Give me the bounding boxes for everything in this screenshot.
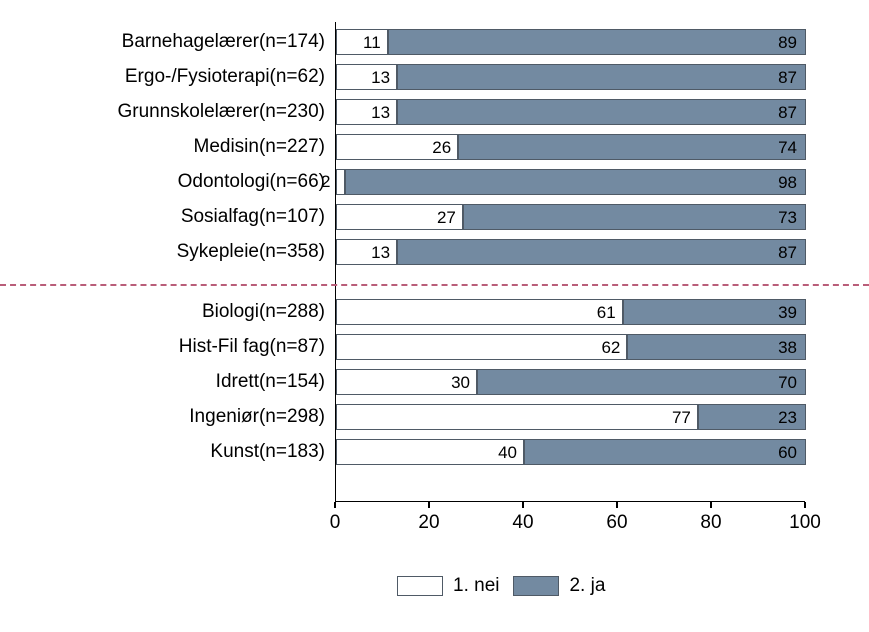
bar-value-ja: 87: [778, 104, 797, 121]
x-tick-label: 60: [606, 512, 627, 534]
bar-row: 98: [336, 169, 806, 195]
bar-value-nei: 13: [371, 104, 390, 121]
category-label: Biologi(n=288): [202, 301, 325, 323]
category-label: Idrett(n=154): [216, 371, 325, 393]
bar-segment-ja: 60: [524, 439, 806, 465]
category-label: Grunnskolelærer(n=230): [117, 101, 325, 123]
legend-label-ja: 2. ja: [569, 575, 605, 597]
bar-segment-nei: 61: [336, 299, 623, 325]
bar-value-nei: 2: [321, 173, 330, 190]
bar-segment-nei: 77: [336, 404, 698, 430]
bar-segment-ja: 74: [458, 134, 806, 160]
bar-value-ja: 23: [778, 409, 797, 426]
bar-segment-ja: 23: [698, 404, 806, 430]
bar-segment-nei: 26: [336, 134, 458, 160]
legend-label-nei: 1. nei: [453, 575, 499, 597]
x-tick-mark: [804, 502, 806, 508]
bar-value-nei: 26: [432, 139, 451, 156]
bar-row: 61 39: [336, 299, 806, 325]
legend-swatch-nei: [397, 576, 443, 596]
bar-segment-nei: 13: [336, 64, 397, 90]
category-label: Ergo-/Fysioterapi(n=62): [125, 66, 325, 88]
category-label: Sykepleie(n=358): [177, 241, 325, 263]
bar-value-ja: 39: [778, 304, 797, 321]
bar-segment-nei: [336, 169, 345, 195]
bar-value-ja: 87: [778, 69, 797, 86]
category-label: Ingeniør(n=298): [189, 406, 325, 428]
bar-value-ja: 98: [778, 174, 797, 191]
bar-segment-ja: 87: [397, 239, 806, 265]
bar-segment-ja: 87: [397, 99, 806, 125]
bar-value-nei: 61: [597, 304, 616, 321]
bar-value-nei: 77: [672, 409, 691, 426]
bar-segment-ja: 87: [397, 64, 806, 90]
bar-segment-ja: 39: [623, 299, 806, 325]
legend-swatch-ja: [513, 576, 559, 596]
legend: 1. nei 2. ja: [390, 570, 612, 602]
bar-value-nei: 62: [601, 339, 620, 356]
bar-segment-nei: 11: [336, 29, 388, 55]
plot-area: 11 89 13 87 13 87 26 74 98 27 73 13 87 61 39 62 38 30 70 77…: [335, 22, 805, 502]
bar-row: 77 23: [336, 404, 806, 430]
legend-item-ja: 2. ja: [513, 575, 605, 597]
bar-segment-ja: 38: [627, 334, 806, 360]
bar-value-ja: 70: [778, 374, 797, 391]
bar-value-nei: 13: [371, 69, 390, 86]
category-label: Odontologi(n=66): [178, 171, 325, 193]
x-tick-mark: [334, 502, 336, 508]
category-label: Barnehagelærer(n=174): [122, 31, 325, 53]
bar-row: 27 73: [336, 204, 806, 230]
x-tick-label: 80: [700, 512, 721, 534]
x-tick-label: 40: [512, 512, 533, 534]
category-label: Kunst(n=183): [210, 441, 325, 463]
x-tick-label: 100: [789, 512, 821, 534]
bar-row: 62 38: [336, 334, 806, 360]
bar-value-nei: 30: [451, 374, 470, 391]
bar-row: 13 87: [336, 99, 806, 125]
x-tick-mark: [710, 502, 712, 508]
bar-row: 40 60: [336, 439, 806, 465]
bar-value-nei: 27: [437, 209, 456, 226]
bar-segment-nei: 27: [336, 204, 463, 230]
bar-value-ja: 74: [778, 139, 797, 156]
bar-value-nei: 11: [363, 34, 381, 51]
bar-value-ja: 60: [778, 444, 797, 461]
bar-value-nei: 40: [498, 444, 517, 461]
bar-value-ja: 89: [778, 34, 797, 51]
bar-value-ja: 73: [778, 209, 797, 226]
x-tick-label: 20: [418, 512, 439, 534]
bar-segment-ja: 70: [477, 369, 806, 395]
x-tick-mark: [616, 502, 618, 508]
bar-row: 13 87: [336, 64, 806, 90]
category-label: Hist-Fil fag(n=87): [179, 336, 325, 358]
group-divider-line: [0, 284, 869, 286]
x-tick-label: 0: [330, 512, 341, 534]
bar-value-ja: 38: [778, 339, 797, 356]
bar-value-nei: 13: [371, 244, 390, 261]
bar-row: 11 89: [336, 29, 806, 55]
bar-segment-nei: 30: [336, 369, 477, 395]
stacked-bar-chart: 11 89 13 87 13 87 26 74 98 27 73 13 87 61 39 62 38 30 70 77…: [0, 0, 869, 632]
category-label: Sosialfag(n=107): [181, 206, 325, 228]
bar-row: 30 70: [336, 369, 806, 395]
bar-segment-ja: 89: [388, 29, 806, 55]
bar-value-ja: 87: [778, 244, 797, 261]
bar-segment-nei: 62: [336, 334, 627, 360]
x-tick-mark: [428, 502, 430, 508]
bar-row: 26 74: [336, 134, 806, 160]
bar-row: 13 87: [336, 239, 806, 265]
bar-segment-nei: 40: [336, 439, 524, 465]
bar-segment-ja: 98: [345, 169, 806, 195]
legend-item-nei: 1. nei: [397, 575, 499, 597]
bar-segment-ja: 73: [463, 204, 806, 230]
category-label: Medisin(n=227): [194, 136, 326, 158]
bar-segment-nei: 13: [336, 99, 397, 125]
x-tick-mark: [522, 502, 524, 508]
bar-segment-nei: 13: [336, 239, 397, 265]
